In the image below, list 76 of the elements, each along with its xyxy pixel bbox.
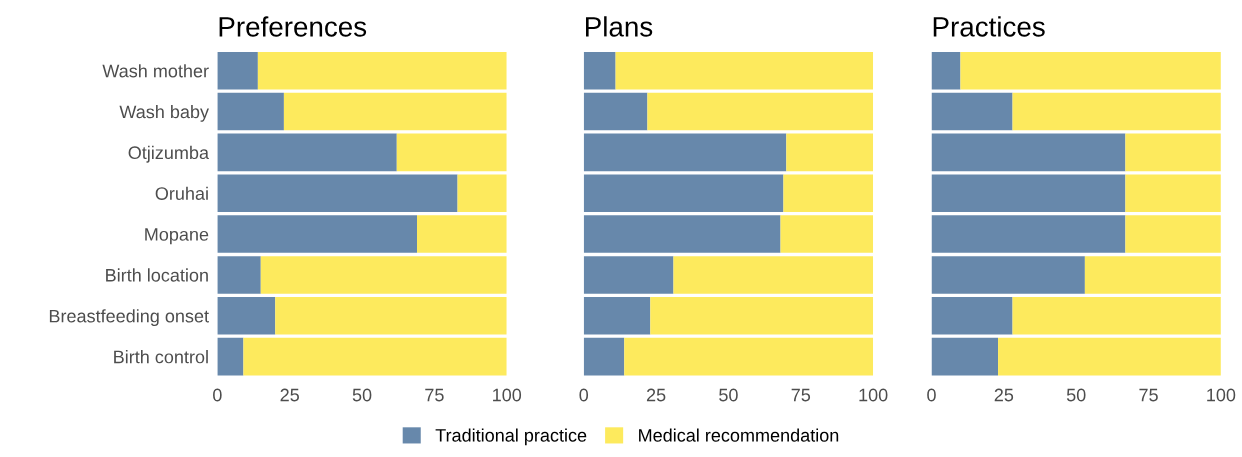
bar	[1084, 256, 1221, 294]
bar	[583, 92, 648, 131]
bar	[583, 51, 616, 90]
bar	[457, 174, 507, 213]
bar	[783, 174, 874, 213]
x-tick-label: 100	[493, 388, 522, 402]
bar	[217, 256, 261, 294]
bar	[257, 51, 507, 90]
bar	[1012, 92, 1221, 131]
bar	[1125, 174, 1221, 213]
x-tick-label: 25	[646, 388, 666, 402]
bar	[931, 215, 1126, 253]
x-tick-label: 75	[791, 388, 811, 402]
bar	[931, 51, 961, 90]
bar	[396, 133, 507, 172]
y-tick-label: Wash baby	[119, 104, 209, 122]
bar	[583, 296, 651, 335]
x-tick-label: 50	[719, 388, 738, 402]
y-tick-label: Birth control	[114, 350, 208, 364]
bar	[1125, 133, 1221, 172]
bar	[217, 133, 397, 172]
x-tick-label: 50	[352, 388, 372, 402]
x-tick-label: 25	[994, 388, 1014, 402]
bar	[583, 215, 781, 253]
chart-title: Preferences	[219, 16, 367, 37]
bar	[260, 256, 507, 294]
bar	[931, 256, 1085, 294]
bar	[217, 215, 418, 253]
bar	[650, 296, 874, 335]
legend-label: Traditional practice	[435, 428, 587, 446]
bar	[217, 92, 284, 131]
bar	[583, 256, 674, 294]
y-tick-label: Oruhai	[155, 186, 208, 200]
bar	[217, 296, 276, 335]
bar	[998, 337, 1221, 376]
x-tick-label: 0	[213, 388, 222, 402]
bar	[243, 337, 507, 376]
bar	[931, 174, 1126, 213]
bar	[217, 337, 244, 376]
bar	[615, 51, 874, 90]
y-tick-label: Breastfeeding onset	[49, 309, 209, 327]
y-tick-label: Otjizumba	[128, 145, 210, 163]
bar	[931, 337, 999, 376]
x-tick-label: 0	[927, 388, 936, 402]
y-tick-label: Birth location	[106, 268, 208, 282]
bar	[583, 337, 625, 376]
y-tick-label: Wash mother	[102, 64, 209, 78]
chart-title: Practices	[933, 16, 1045, 37]
bar	[217, 51, 258, 90]
bar	[217, 174, 458, 213]
x-tick-label: 100	[859, 388, 888, 402]
y-tick-label: Mopane	[145, 228, 209, 245]
bar	[275, 296, 507, 335]
bar	[417, 215, 507, 253]
bar	[673, 256, 874, 294]
bar	[780, 215, 874, 253]
bar	[583, 133, 787, 172]
x-tick-label: 25	[280, 388, 299, 402]
bar	[1125, 215, 1221, 253]
x-tick-label: 75	[425, 388, 444, 402]
bar	[931, 133, 1126, 172]
legend-label: Medical recommendation	[639, 428, 839, 442]
bar	[624, 337, 874, 376]
bar	[283, 92, 507, 131]
bar	[786, 133, 874, 172]
bar	[647, 92, 874, 131]
bar	[931, 92, 1013, 131]
x-tick-label: 75	[1139, 388, 1158, 402]
bar	[583, 174, 784, 213]
chart-title: Plans	[586, 16, 653, 37]
x-tick-label: 0	[579, 388, 589, 402]
bar	[1012, 296, 1221, 335]
bar	[960, 51, 1221, 90]
x-tick-label: 50	[1066, 388, 1086, 402]
bar	[931, 296, 1013, 335]
x-tick-label: 100	[1207, 388, 1236, 402]
